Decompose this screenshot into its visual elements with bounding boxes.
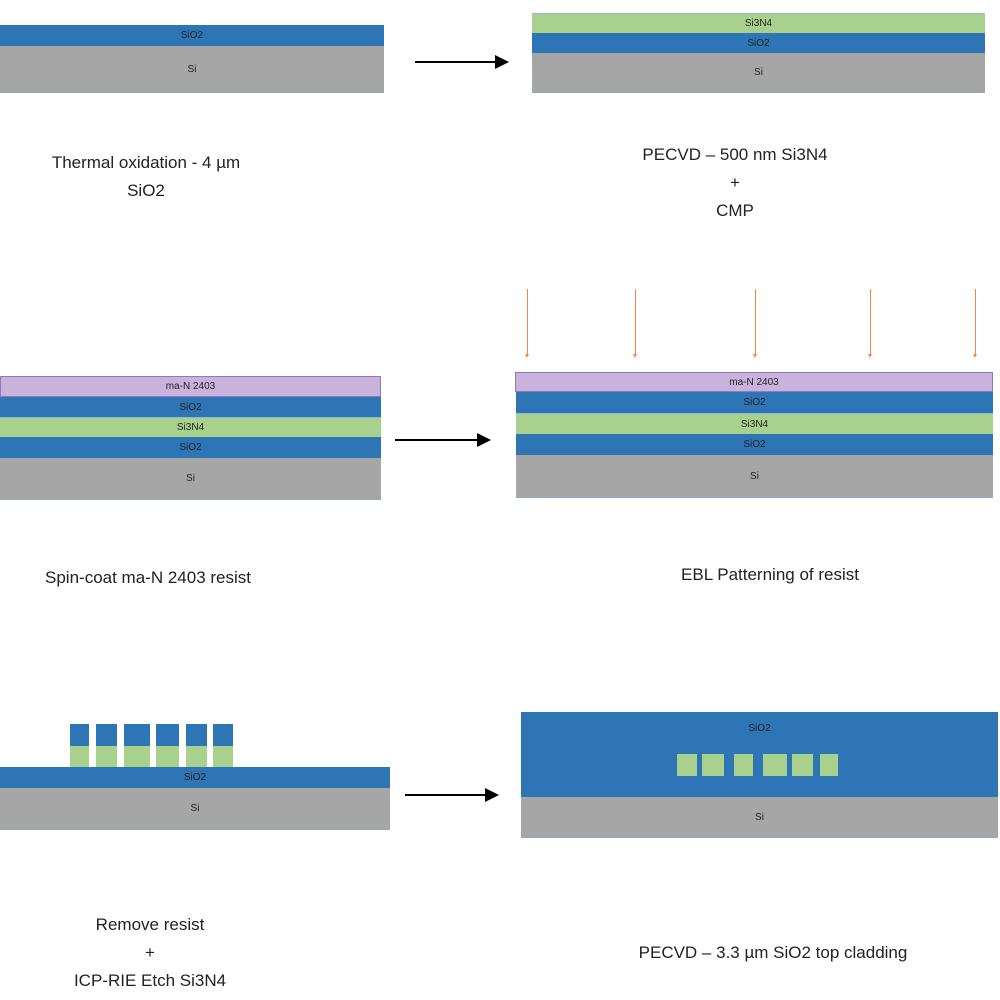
step4-resist-layer: ma-N 2403 xyxy=(515,372,993,392)
step1-caption: Thermal oxidation - 4 µm SiO2 xyxy=(52,149,240,205)
step4-sio2-bottom-layer: SiO2 xyxy=(516,434,993,455)
pillar-sio2-cap xyxy=(186,724,207,746)
caption-line: Thermal oxidation - 4 µm xyxy=(51,153,241,172)
step6-sio2-cladding: SiO2 xyxy=(521,712,998,797)
pillar-si3n4-core xyxy=(186,746,207,767)
step3-si-substrate: Si xyxy=(0,458,381,500)
pillar-si3n4-core xyxy=(124,746,150,767)
step4-si-substrate: Si xyxy=(516,455,993,498)
step2-caption: PECVD – 500 nm Si3N4 + CMP xyxy=(642,141,827,225)
caption-line: + xyxy=(730,173,740,192)
step5-si-substrate: Si xyxy=(0,788,390,830)
pillar-si3n4-core xyxy=(156,746,179,767)
buried-si3n4-core xyxy=(677,754,697,776)
buried-si3n4-core xyxy=(702,754,724,776)
step4-si3n4-layer: Si3N4 xyxy=(516,413,993,434)
step5-sio2-layer: SiO2 xyxy=(0,767,390,788)
caption-line: EBL Patterning of resist xyxy=(681,565,859,584)
ebeam-arrow-icon xyxy=(633,289,637,358)
step3-sio2-top-layer: SiO2 xyxy=(0,397,381,417)
pillar-si3n4-core xyxy=(70,746,89,767)
step6-si-substrate: Si xyxy=(521,797,998,838)
step5-caption: Remove resist + ICP-RIE Etch Si3N4 xyxy=(74,911,226,995)
pillar-sio2-cap xyxy=(124,724,150,746)
pillar-si3n4-core xyxy=(213,746,233,767)
buried-si3n4-core xyxy=(792,754,813,776)
caption-line: PECVD – 3.3 µm SiO2 top cladding xyxy=(638,943,908,962)
step3-si3n4-layer: Si3N4 xyxy=(0,417,381,437)
step2-si3n4-layer: Si3N4 xyxy=(532,13,985,33)
pillar-sio2-cap xyxy=(96,724,117,746)
step1-sio2-layer: SiO2 xyxy=(0,25,384,46)
pillar-sio2-cap xyxy=(213,724,233,746)
arrow-right-icon xyxy=(405,788,499,802)
caption-line: ICP-RIE Etch Si3N4 xyxy=(73,971,227,990)
arrow-right-icon xyxy=(415,55,509,69)
ebeam-arrow-icon xyxy=(868,289,872,358)
step6-caption: PECVD – 3.3 µm SiO2 top cladding xyxy=(639,939,908,967)
pillar-sio2-cap xyxy=(70,724,89,746)
pillar-sio2-cap xyxy=(156,724,179,746)
caption-line: PECVD – 500 nm Si3N4 xyxy=(642,145,828,164)
caption-line: Spin-coat ma-N 2403 resist xyxy=(45,568,251,587)
step4-caption: EBL Patterning of resist xyxy=(681,561,859,589)
arrow-right-icon xyxy=(395,433,491,447)
caption-line: + xyxy=(145,943,155,962)
ebeam-arrow-icon xyxy=(525,289,529,358)
buried-si3n4-core xyxy=(734,754,753,776)
caption-line: CMP xyxy=(716,201,754,220)
caption-line: SiO2 xyxy=(127,181,165,200)
step3-caption: Spin-coat ma-N 2403 resist xyxy=(45,564,251,592)
step3-resist-layer: ma-N 2403 xyxy=(0,376,381,397)
ebeam-arrow-icon xyxy=(753,289,757,358)
caption-line: Remove resist xyxy=(95,915,205,934)
step4-sio2-top-layer: SiO2 xyxy=(516,392,993,413)
step2-sio2-layer: SiO2 xyxy=(532,33,985,53)
buried-si3n4-core xyxy=(763,754,787,776)
ebeam-arrow-icon xyxy=(973,289,977,358)
step1-si-substrate: Si xyxy=(0,46,384,93)
step3-sio2-bottom-layer: SiO2 xyxy=(0,437,381,458)
buried-si3n4-core xyxy=(820,754,838,776)
step2-si-substrate: Si xyxy=(532,53,985,93)
pillar-si3n4-core xyxy=(96,746,117,767)
